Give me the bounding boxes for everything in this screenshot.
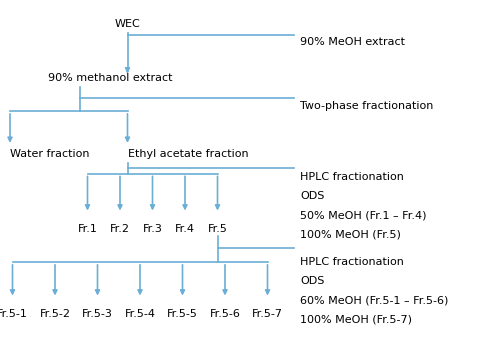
Text: Fr.4: Fr.4 <box>175 224 195 234</box>
Text: 90% MeOH extract: 90% MeOH extract <box>300 37 405 46</box>
Text: Two-phase fractionation: Two-phase fractionation <box>300 101 434 111</box>
Text: ODS: ODS <box>300 191 324 201</box>
Text: Fr.5: Fr.5 <box>208 224 228 234</box>
Text: ODS: ODS <box>300 276 324 286</box>
Text: HPLC fractionation: HPLC fractionation <box>300 172 404 182</box>
Text: Fr.3: Fr.3 <box>142 224 163 234</box>
Text: 60% MeOH (Fr.5-1 – Fr.5-6): 60% MeOH (Fr.5-1 – Fr.5-6) <box>300 295 448 305</box>
Text: 100% MeOH (Fr.5): 100% MeOH (Fr.5) <box>300 229 401 239</box>
Text: Fr.5-7: Fr.5-7 <box>252 309 283 319</box>
Text: WEC: WEC <box>114 19 140 29</box>
Text: Water fraction: Water fraction <box>10 150 90 159</box>
Text: 100% MeOH (Fr.5-7): 100% MeOH (Fr.5-7) <box>300 314 412 324</box>
Text: 50% MeOH (Fr.1 – Fr.4): 50% MeOH (Fr.1 – Fr.4) <box>300 210 426 220</box>
Text: 90% methanol extract: 90% methanol extract <box>48 73 172 83</box>
Text: Fr.5-4: Fr.5-4 <box>124 309 156 319</box>
Text: Fr.5-1: Fr.5-1 <box>0 309 28 319</box>
Text: Fr.5-6: Fr.5-6 <box>210 309 240 319</box>
Text: Fr.5-3: Fr.5-3 <box>82 309 113 319</box>
Text: Fr.5-2: Fr.5-2 <box>40 309 70 319</box>
Text: HPLC fractionation: HPLC fractionation <box>300 257 404 267</box>
Text: Fr.1: Fr.1 <box>78 224 98 234</box>
Text: Fr.5-5: Fr.5-5 <box>167 309 198 319</box>
Text: Fr.2: Fr.2 <box>110 224 130 234</box>
Text: Ethyl acetate fraction: Ethyl acetate fraction <box>128 150 248 159</box>
